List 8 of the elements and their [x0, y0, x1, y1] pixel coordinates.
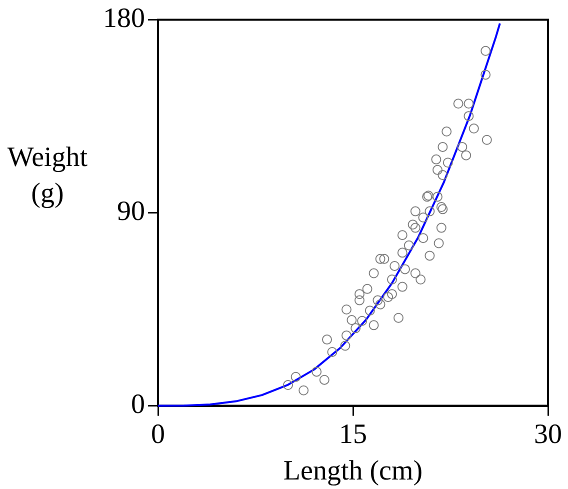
- y-tick-label: 0: [131, 389, 145, 420]
- y-tick-label: 90: [117, 196, 145, 228]
- x-tick-label: 30: [534, 418, 562, 450]
- y-axis-title: Weight (g): [6, 141, 89, 211]
- x-tick-label: 15: [339, 418, 367, 450]
- y-tick-label: 180: [103, 3, 145, 34]
- x-axis-title: Length (cm): [283, 456, 423, 487]
- x-tick-label: 0: [151, 418, 165, 450]
